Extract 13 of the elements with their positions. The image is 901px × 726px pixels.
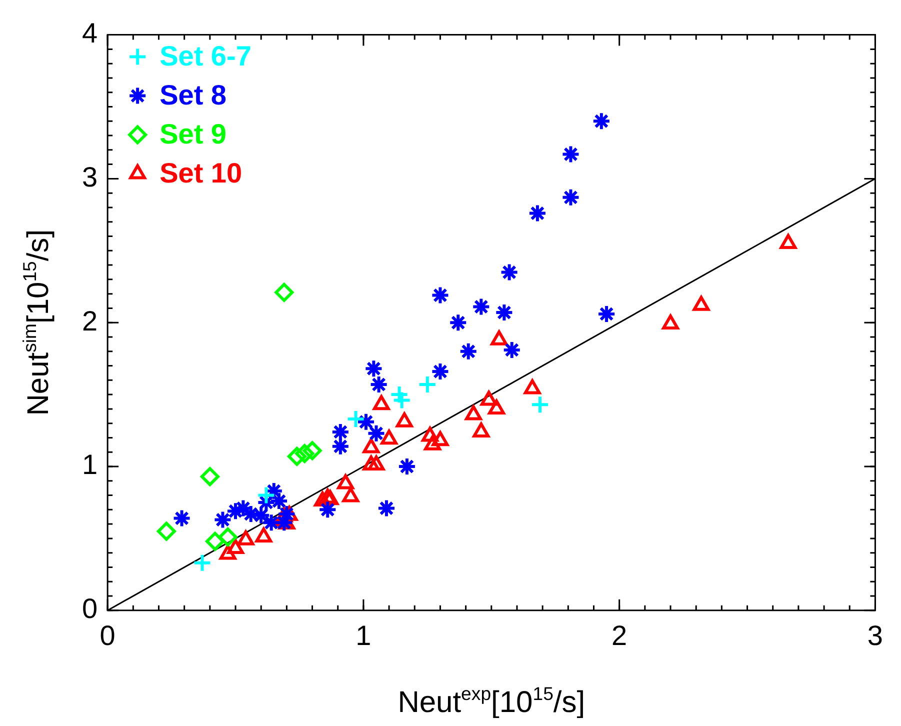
y-tick-label: 4 (82, 18, 98, 49)
legend-label: Set 9 (160, 118, 227, 150)
legend-label: Set 8 (160, 80, 227, 111)
y-tick-label: 3 (82, 161, 98, 192)
text: Set 6-7 (160, 40, 252, 72)
x-tick-label: 2 (612, 620, 628, 651)
x-tick-label: 1 (356, 620, 372, 651)
x-tick-label: 3 (867, 620, 884, 651)
y-tick-label: 1 (82, 449, 98, 480)
y-tick-label: 0 (82, 593, 98, 624)
y-tick-label: 2 (82, 305, 98, 336)
y-axis-title: Neutsim[1015/s] (19, 229, 55, 416)
legend-label: Set 10 (160, 158, 242, 189)
